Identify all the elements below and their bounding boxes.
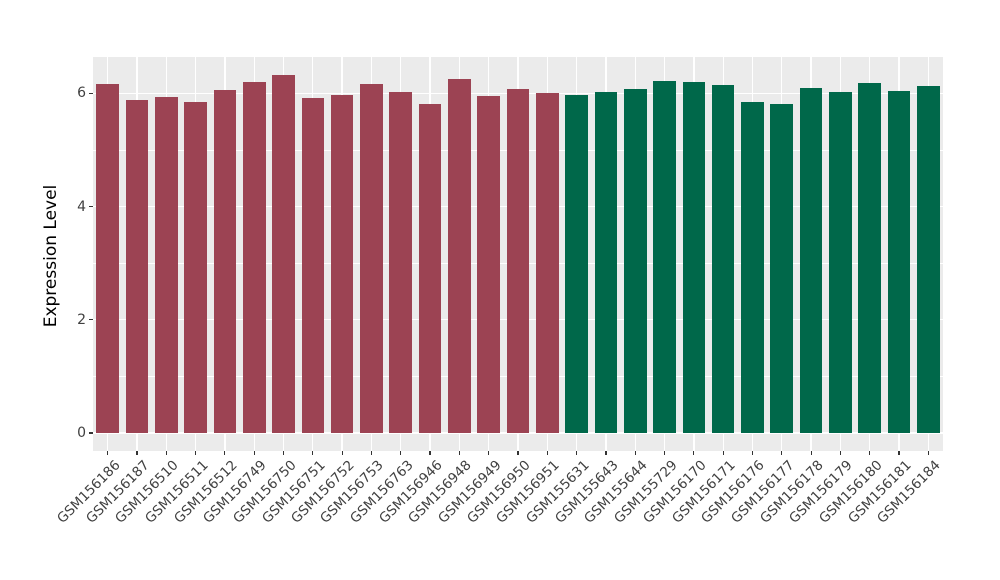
x-tick-mark-GSM156511 xyxy=(194,451,197,455)
x-tick-mark-GSM155644 xyxy=(634,451,636,455)
bar-GSM156752 xyxy=(330,94,354,433)
bar-GSM156171 xyxy=(711,84,735,433)
x-tick-mark-GSM156751 xyxy=(312,451,314,455)
y-tick-mark-2 xyxy=(88,319,93,321)
bar-GSM156184 xyxy=(917,86,940,433)
y-tick-label-0: 0 xyxy=(77,425,86,441)
x-tick-mark-GSM155631 xyxy=(576,451,578,455)
y-tick-label-4: 4 xyxy=(77,198,86,215)
x-tick-mark-GSM156176 xyxy=(751,451,754,455)
x-tick-mark-GSM155643 xyxy=(605,451,607,455)
bar-GSM155644 xyxy=(623,88,647,433)
bar-GSM156951 xyxy=(536,92,559,433)
x-tick-mark-GSM156179 xyxy=(839,451,841,455)
y-tick-label-6: 6 xyxy=(77,85,86,102)
bar-GSM156187 xyxy=(125,99,149,433)
x-tick-mark-GSM156763 xyxy=(400,451,402,455)
y-tick-mark-4 xyxy=(88,206,93,208)
bar-GSM155631 xyxy=(565,94,588,433)
bar-GSM156180 xyxy=(858,83,882,433)
bar-GSM156179 xyxy=(829,91,852,433)
x-tick-mark-GSM156951 xyxy=(546,451,548,455)
plot-panel xyxy=(93,57,943,451)
bar-GSM156177 xyxy=(770,103,794,433)
x-tick-mark-GSM156949 xyxy=(488,451,490,455)
bar-GSM156510 xyxy=(154,97,178,433)
bar-GSM156753 xyxy=(360,84,383,433)
bar-GSM156751 xyxy=(301,97,325,433)
y-tick-label-2: 2 xyxy=(77,311,86,328)
x-tick-mark-GSM156752 xyxy=(341,451,343,455)
bar-GSM156948 xyxy=(448,78,471,433)
x-tick-mark-GSM156950 xyxy=(517,451,519,455)
x-tick-mark-GSM156948 xyxy=(458,451,460,455)
bar-GSM156511 xyxy=(184,102,207,433)
bar-GSM155643 xyxy=(594,91,618,433)
bar-GSM156170 xyxy=(682,82,706,433)
x-tick-mark-GSM156187 xyxy=(136,451,138,455)
y-tick-mark-0 xyxy=(88,432,93,434)
bar-GSM156946 xyxy=(418,103,442,433)
x-tick-mark-GSM156180 xyxy=(869,451,871,455)
x-tick-mark-GSM155729 xyxy=(663,451,666,455)
x-tick-mark-GSM156178 xyxy=(810,451,812,455)
bar-GSM156949 xyxy=(477,96,500,433)
x-tick-mark-GSM156186 xyxy=(107,451,109,455)
x-tick-mark-GSM156170 xyxy=(693,451,695,455)
bar-GSM156763 xyxy=(389,92,413,433)
bar-GSM156181 xyxy=(887,91,911,433)
x-tick-mark-GSM156512 xyxy=(224,451,226,455)
x-tick-mark-GSM156749 xyxy=(253,451,255,455)
bar-GSM155729 xyxy=(653,80,676,433)
x-tick-mark-GSM156171 xyxy=(722,451,724,455)
x-tick-mark-GSM156177 xyxy=(781,451,783,455)
bar-GSM156178 xyxy=(799,88,823,433)
bar-GSM156750 xyxy=(272,75,295,433)
x-tick-mark-GSM156181 xyxy=(898,451,900,455)
x-tick-mark-GSM156510 xyxy=(165,451,167,455)
x-tick-mark-GSM156946 xyxy=(429,451,431,455)
x-tick-mark-GSM156750 xyxy=(282,451,285,455)
y-axis-title: Expression Level xyxy=(41,184,61,328)
bar-GSM156950 xyxy=(506,89,530,433)
bar-GSM156749 xyxy=(242,81,266,433)
bar-GSM156176 xyxy=(741,101,764,433)
x-tick-mark-GSM156184 xyxy=(927,451,929,455)
bar-GSM156512 xyxy=(213,90,237,433)
x-tick-mark-GSM156753 xyxy=(370,451,373,455)
y-tick-mark-6 xyxy=(88,92,93,94)
bar-GSM156186 xyxy=(96,84,119,433)
